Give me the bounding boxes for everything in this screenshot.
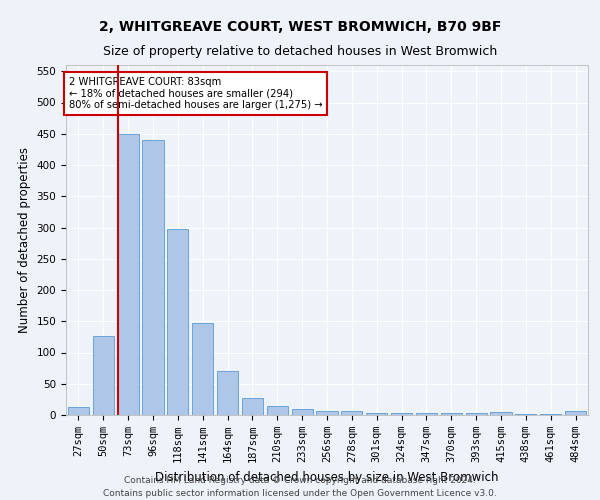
Bar (565, 411, 586, 415)
Text: 2, WHITGREAVE COURT, WEST BROMWICH, B70 9BF: 2, WHITGREAVE COURT, WEST BROMWICH, B70 … (99, 20, 501, 34)
Bar (93, 336, 114, 415)
Bar (490, 412, 512, 415)
Text: Size of property relative to detached houses in West Bromwich: Size of property relative to detached ho… (103, 45, 497, 58)
Y-axis label: Number of detached properties: Number of detached properties (18, 147, 31, 333)
Text: Contains HM Land Registry data © Crown copyright and database right 2024.
Contai: Contains HM Land Registry data © Crown c… (103, 476, 497, 498)
Bar (416, 413, 437, 415)
Bar (366, 412, 387, 415)
Bar (267, 406, 288, 415)
Bar (515, 414, 536, 415)
Bar (466, 413, 487, 415)
Bar (192, 323, 213, 415)
Text: 2 WHITGREAVE COURT: 83sqm
← 18% of detached houses are smaller (294)
80% of semi: 2 WHITGREAVE COURT: 83sqm ← 18% of detac… (68, 77, 322, 110)
Bar (217, 371, 238, 415)
Bar (316, 410, 338, 415)
Bar (68, 407, 89, 415)
X-axis label: Distribution of detached houses by size in West Bromwich: Distribution of detached houses by size … (155, 470, 499, 484)
Bar (292, 409, 313, 415)
Bar (118, 134, 139, 415)
Bar (142, 140, 164, 415)
Bar (441, 413, 462, 415)
Bar (540, 414, 561, 415)
Bar (391, 412, 412, 415)
Bar (242, 398, 263, 415)
Bar (341, 411, 362, 415)
Bar (167, 230, 188, 415)
